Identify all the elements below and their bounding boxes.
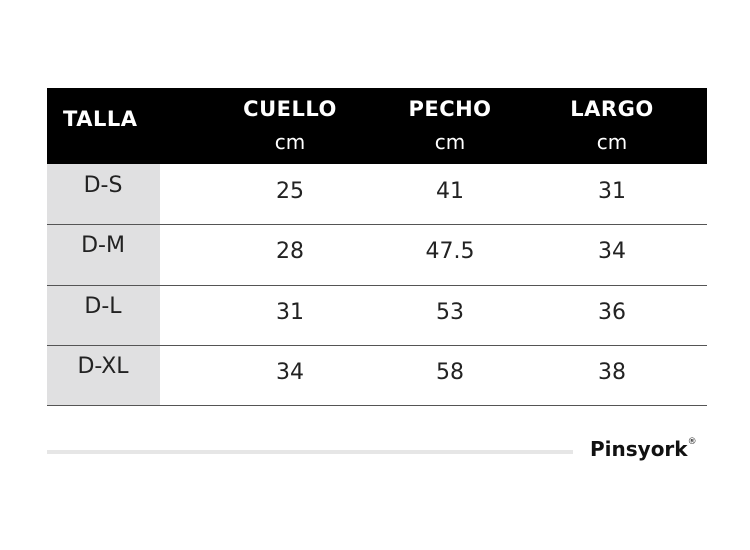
- brand-name: Pinsyork: [590, 437, 688, 461]
- measurement: 31: [276, 299, 304, 325]
- header-label: TALLA: [63, 107, 138, 131]
- measurement: 58: [436, 359, 464, 385]
- measurement: 34: [598, 239, 626, 265]
- header-unit: cm: [274, 130, 306, 154]
- header-unit: cm: [434, 130, 466, 154]
- footer-line: [47, 450, 573, 454]
- measurement: 36: [598, 299, 626, 325]
- header-unit: cm: [596, 130, 628, 154]
- row-divider: [47, 405, 707, 406]
- row-divider: [47, 224, 707, 225]
- row-divider: [47, 285, 707, 286]
- header-label: CUELLO: [243, 97, 337, 121]
- measurement: 28: [276, 239, 304, 265]
- measurement: 25: [276, 179, 304, 204]
- measurement: 31: [598, 179, 626, 204]
- brand-mark: ®: [687, 437, 697, 447]
- measurement: 47.5: [425, 239, 475, 265]
- measurement: 53: [436, 299, 464, 325]
- row-divider: [47, 345, 707, 346]
- size-label: D-XL: [77, 353, 129, 379]
- table-header-background: [47, 88, 707, 164]
- header-label: PECHO: [408, 97, 492, 121]
- size-label: D-S: [83, 173, 123, 198]
- brand: Pinsyork®: [590, 437, 697, 461]
- measurement: 34: [276, 359, 304, 385]
- size-label: D-M: [81, 233, 125, 259]
- size-column-background: [47, 164, 160, 405]
- size-label: D-L: [84, 293, 122, 319]
- measurement: 38: [598, 359, 626, 385]
- measurement: 41: [436, 179, 464, 204]
- header-label: LARGO: [570, 97, 654, 121]
